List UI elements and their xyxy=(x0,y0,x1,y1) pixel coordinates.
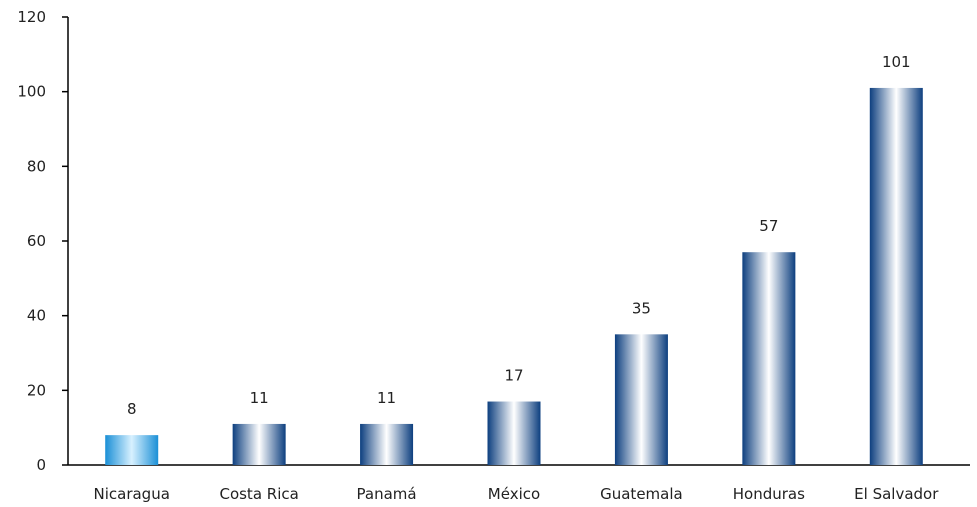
category-label: Honduras xyxy=(733,485,805,503)
bar-honduras xyxy=(742,252,796,465)
y-tick-label: 20 xyxy=(27,381,46,399)
bar-el-salvador xyxy=(869,87,923,465)
category-label: El Salvador xyxy=(854,485,939,503)
y-tick-label: 0 xyxy=(36,456,46,474)
data-labels: 8 11 11 17 35 57 101 xyxy=(127,53,911,418)
category-labels: Nicaragua Costa Rica Panamá México Guatemala… xyxy=(94,485,940,503)
bar-panam- xyxy=(360,423,414,465)
data-label: 8 xyxy=(127,400,137,418)
category-label: México xyxy=(488,485,540,503)
data-label: 17 xyxy=(504,367,523,385)
y-tick-label: 60 xyxy=(27,232,46,250)
y-tick-label: 80 xyxy=(27,157,46,175)
y-tick-label: 120 xyxy=(17,8,46,26)
bar-costa-rica xyxy=(232,423,286,465)
bar-m-xico xyxy=(487,401,541,465)
category-label: Costa Rica xyxy=(219,485,298,503)
data-label: 35 xyxy=(632,299,651,317)
category-label: Nicaragua xyxy=(94,485,170,503)
bar-nicaragua xyxy=(105,435,159,465)
category-label: Guatemala xyxy=(600,485,683,503)
bar-guatemala xyxy=(614,334,668,465)
category-label: Panamá xyxy=(357,485,417,503)
y-tick-label: 100 xyxy=(17,83,46,101)
y-tick-label: 40 xyxy=(27,307,46,325)
data-label: 57 xyxy=(759,217,778,235)
bars xyxy=(105,87,923,465)
data-label: 101 xyxy=(882,53,911,71)
y-axis: 0 20 40 60 80 100 120 xyxy=(17,8,69,474)
data-label: 11 xyxy=(250,389,269,407)
data-label: 11 xyxy=(377,389,396,407)
